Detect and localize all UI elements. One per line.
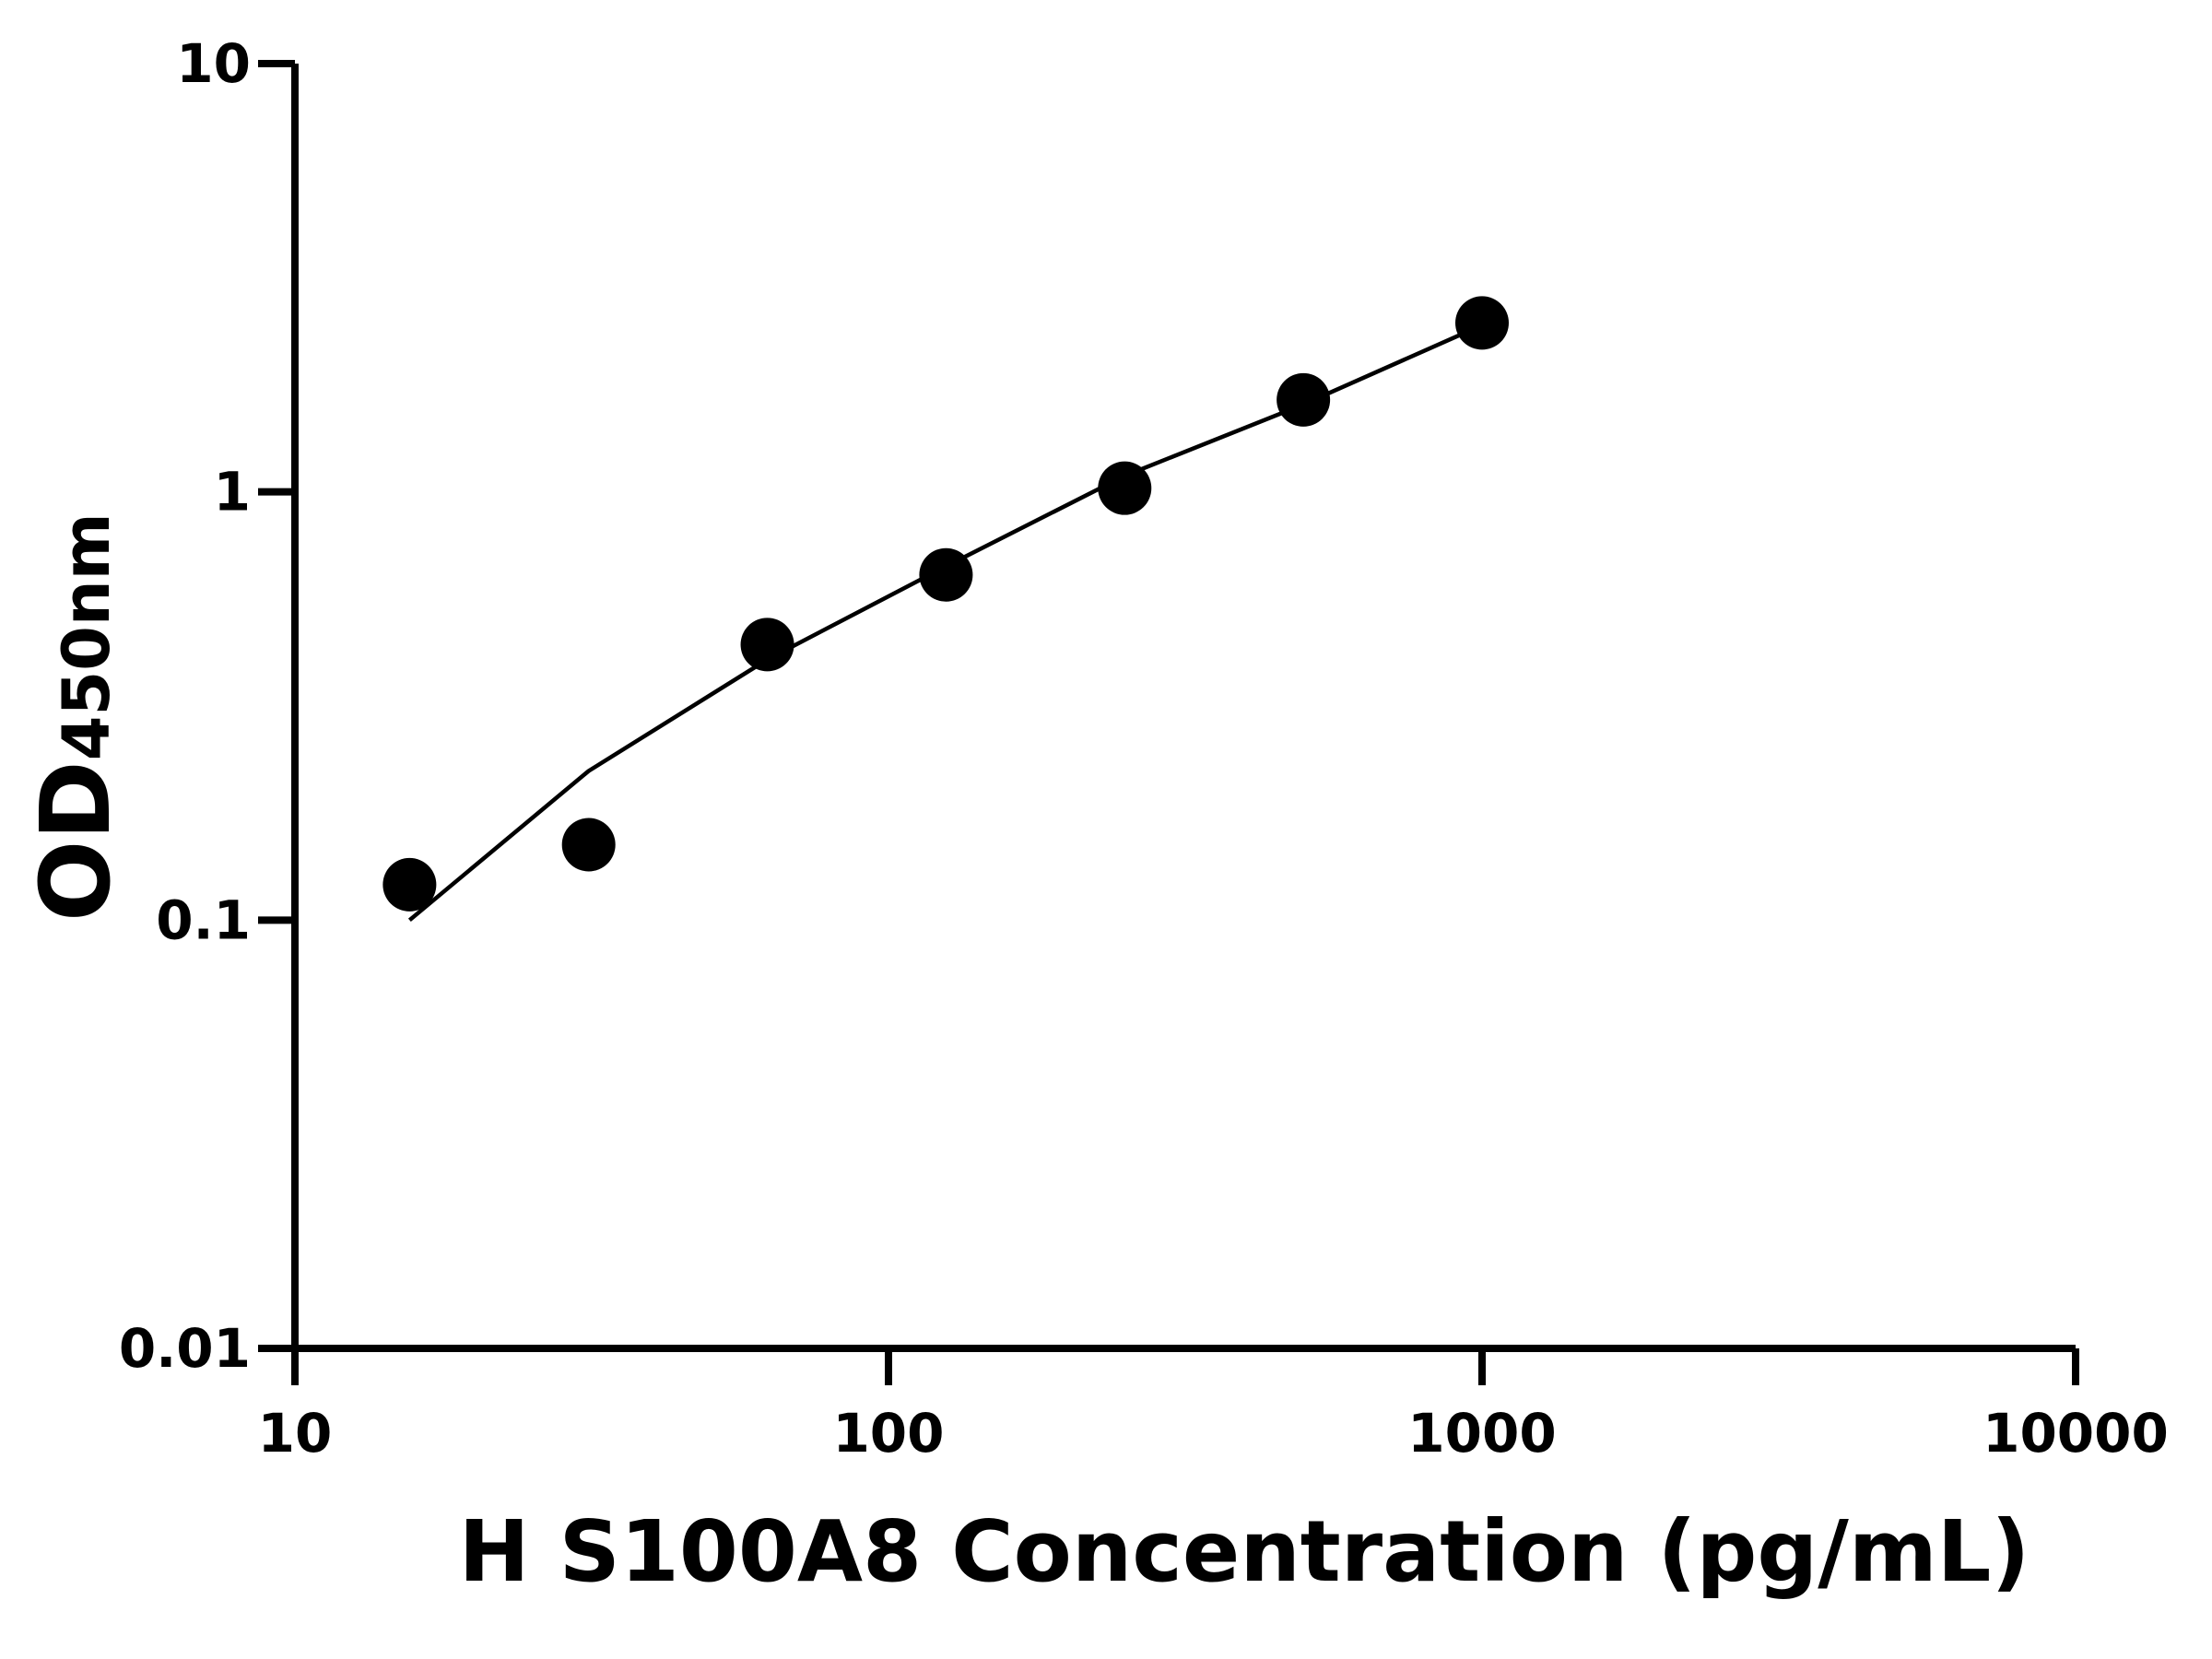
x-tick-label: 1000 xyxy=(1407,1402,1556,1465)
y-axis-label: OD450nm xyxy=(19,512,132,922)
data-point xyxy=(740,618,794,672)
x-tick-label: 10000 xyxy=(1983,1402,2169,1465)
y-tick-label: 10 xyxy=(176,32,251,95)
x-tick-label: 100 xyxy=(832,1402,944,1465)
data-point xyxy=(382,857,437,912)
y-axis-label-main: OD xyxy=(19,760,132,922)
y-tick-label: 1 xyxy=(214,461,251,524)
data-point xyxy=(919,547,973,602)
data-point xyxy=(1277,372,1331,427)
y-axis-label-sub: 450nm xyxy=(49,512,124,760)
y-tick-label: 0.01 xyxy=(119,1317,251,1380)
y-tick-label: 0.1 xyxy=(156,888,251,951)
x-axis-label: H S100A8 Concentration (pg/mL) xyxy=(459,1502,2030,1601)
data-point xyxy=(1098,461,1152,515)
y-axis-label-group: OD450nm xyxy=(19,512,132,922)
x-tick-label: 10 xyxy=(258,1402,333,1465)
data-point xyxy=(1455,296,1509,350)
data-point xyxy=(561,818,616,872)
